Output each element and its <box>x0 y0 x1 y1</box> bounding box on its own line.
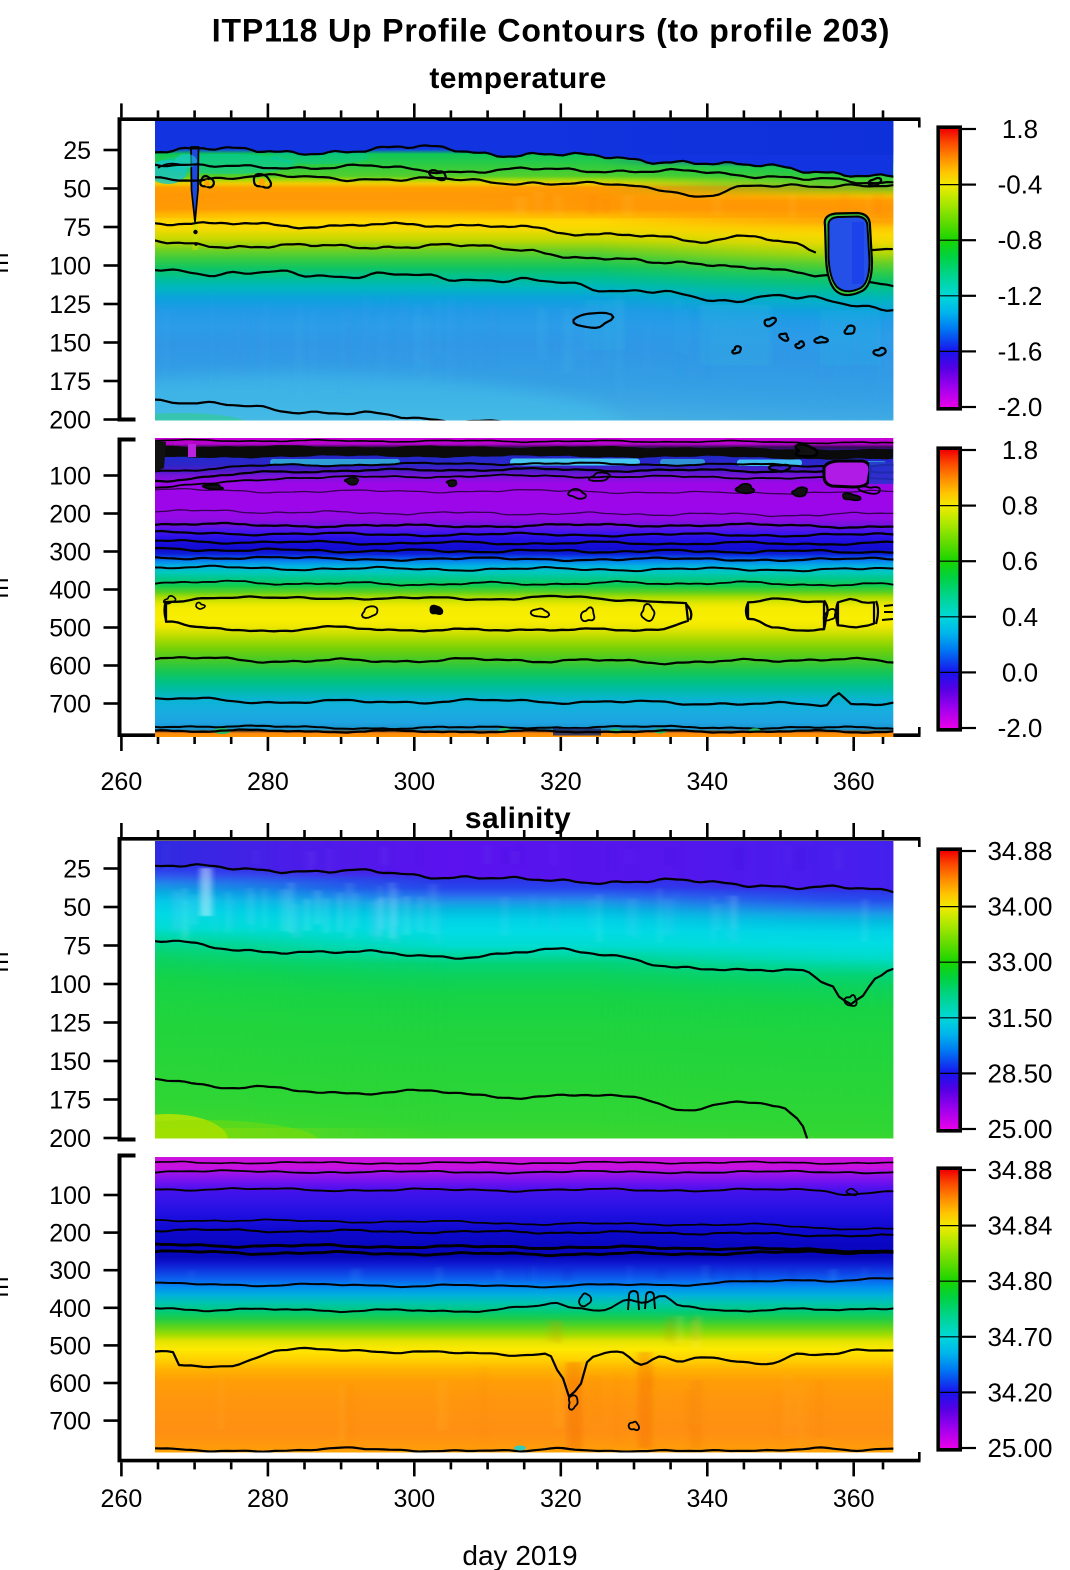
svg-text:m: m <box>0 253 14 274</box>
svg-text:125: 125 <box>49 1010 91 1038</box>
svg-text:280: 280 <box>247 1485 289 1513</box>
svg-text:34.88: 34.88 <box>987 1155 1052 1185</box>
svg-text:500: 500 <box>49 1332 91 1360</box>
svg-text:320: 320 <box>540 768 582 796</box>
svg-text:0.0: 0.0 <box>1002 657 1038 687</box>
svg-text:m: m <box>0 578 14 599</box>
svg-text:260: 260 <box>101 1485 143 1513</box>
svg-text:340: 340 <box>686 768 728 796</box>
svg-text:600: 600 <box>49 1370 91 1398</box>
svg-text:0.6: 0.6 <box>1002 546 1038 576</box>
svg-text:150: 150 <box>49 1048 91 1076</box>
svg-text:28.50: 28.50 <box>987 1058 1052 1088</box>
svg-text:700: 700 <box>49 1408 91 1436</box>
svg-text:-2.0: -2.0 <box>998 713 1043 743</box>
svg-text:34.70: 34.70 <box>987 1322 1052 1352</box>
svg-text:200: 200 <box>49 501 91 529</box>
svg-text:31.50: 31.50 <box>987 1003 1052 1033</box>
svg-text:340: 340 <box>686 1485 728 1513</box>
svg-text:-1.2: -1.2 <box>998 281 1043 311</box>
svg-text:400: 400 <box>49 577 91 605</box>
svg-text:25: 25 <box>63 137 91 165</box>
svg-text:100: 100 <box>49 463 91 491</box>
svg-text:700: 700 <box>49 691 91 719</box>
svg-text:175: 175 <box>49 1087 91 1115</box>
svg-text:1.8: 1.8 <box>1002 435 1038 465</box>
svg-text:175: 175 <box>49 368 91 396</box>
svg-text:150: 150 <box>49 330 91 358</box>
svg-text:33.00: 33.00 <box>987 947 1052 977</box>
svg-text:300: 300 <box>393 768 435 796</box>
svg-text:1.8: 1.8 <box>1002 114 1038 144</box>
svg-text:75: 75 <box>63 933 91 961</box>
svg-text:200: 200 <box>49 1125 91 1153</box>
svg-text:34.80: 34.80 <box>987 1266 1052 1296</box>
svg-text:125: 125 <box>49 291 91 319</box>
svg-text:360: 360 <box>833 1485 875 1513</box>
svg-text:600: 600 <box>49 653 91 681</box>
svg-text:50: 50 <box>63 176 91 204</box>
svg-text:100: 100 <box>49 971 91 999</box>
svg-text:-0.4: -0.4 <box>998 170 1043 200</box>
svg-text:260: 260 <box>101 768 143 796</box>
svg-text:ITP118 Up Profile Contours (to: ITP118 Up Profile Contours (to profile 2… <box>212 13 890 49</box>
svg-text:360: 360 <box>833 768 875 796</box>
svg-text:m: m <box>0 952 14 973</box>
svg-text:200: 200 <box>49 407 91 435</box>
svg-text:75: 75 <box>63 214 91 242</box>
svg-text:300: 300 <box>49 539 91 567</box>
svg-text:280: 280 <box>247 768 289 796</box>
svg-text:300: 300 <box>393 1485 435 1513</box>
svg-text:100: 100 <box>49 253 91 281</box>
svg-text:300: 300 <box>49 1257 91 1285</box>
svg-text:34.84: 34.84 <box>987 1211 1052 1241</box>
svg-text:-1.6: -1.6 <box>998 336 1043 366</box>
svg-text:34.20: 34.20 <box>987 1377 1052 1407</box>
svg-text:day 2019: day 2019 <box>462 1540 577 1570</box>
svg-text:0.8: 0.8 <box>1002 491 1038 521</box>
svg-text:25: 25 <box>63 856 91 884</box>
svg-text:25.00: 25.00 <box>987 1114 1052 1144</box>
svg-text:500: 500 <box>49 615 91 643</box>
svg-text:100: 100 <box>49 1182 91 1210</box>
svg-text:25.00: 25.00 <box>987 1433 1052 1463</box>
svg-text:400: 400 <box>49 1295 91 1323</box>
svg-text:320: 320 <box>540 1485 582 1513</box>
svg-text:34.00: 34.00 <box>987 892 1052 922</box>
svg-text:50: 50 <box>63 894 91 922</box>
svg-text:temperature: temperature <box>429 62 606 95</box>
svg-text:34.88: 34.88 <box>987 836 1052 866</box>
svg-text:salinity: salinity <box>465 802 571 835</box>
svg-text:m: m <box>0 1277 14 1298</box>
svg-text:-0.8: -0.8 <box>998 225 1043 255</box>
svg-text:0.4: 0.4 <box>1002 602 1038 632</box>
svg-text:-2.0: -2.0 <box>998 392 1043 422</box>
svg-text:200: 200 <box>49 1220 91 1248</box>
